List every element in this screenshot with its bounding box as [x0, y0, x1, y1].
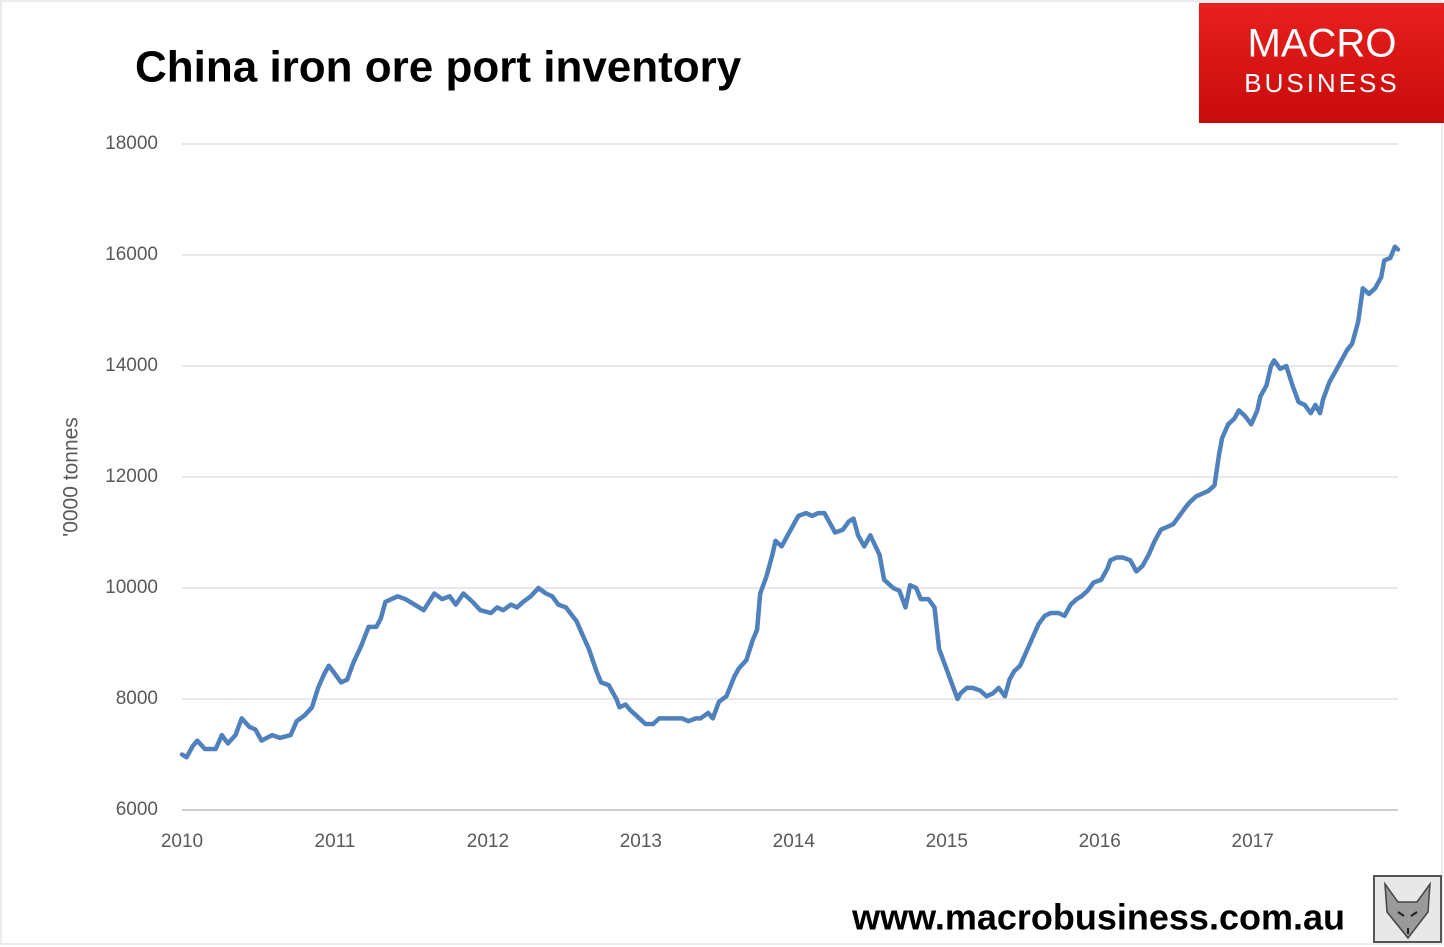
- chart-title: China iron ore port inventory: [135, 43, 742, 92]
- y-tick-label: 8000: [116, 688, 158, 709]
- y-axis-label: '0000 tonnes: [60, 417, 83, 537]
- fox-icon: [1373, 875, 1442, 943]
- y-tick-label: 16000: [105, 244, 158, 265]
- y-tick-label: 10000: [105, 577, 158, 598]
- y-tick-label: 6000: [116, 799, 158, 820]
- x-tick-label: 2012: [467, 831, 509, 852]
- source-url: www.macrobusiness.com.au: [851, 897, 1345, 938]
- y-tick-label: 12000: [105, 466, 158, 487]
- x-tick-label: 2010: [161, 831, 203, 852]
- y-tick-label: 18000: [105, 133, 158, 154]
- x-tick-label: 2016: [1079, 831, 1121, 852]
- x-tick-label: 2014: [773, 831, 816, 852]
- y-tick-label: 14000: [105, 355, 158, 376]
- x-tick-label: 2015: [926, 831, 968, 852]
- x-tick-label: 2017: [1232, 831, 1274, 852]
- brand-line2: BUSINESS: [1244, 68, 1400, 98]
- brand-logo: [1199, 3, 1444, 123]
- x-tick-label: 2011: [315, 831, 356, 852]
- data-line: [179, 244, 1401, 760]
- brand-line1: MACRO: [1248, 22, 1397, 66]
- x-tick-label: 2013: [620, 831, 662, 852]
